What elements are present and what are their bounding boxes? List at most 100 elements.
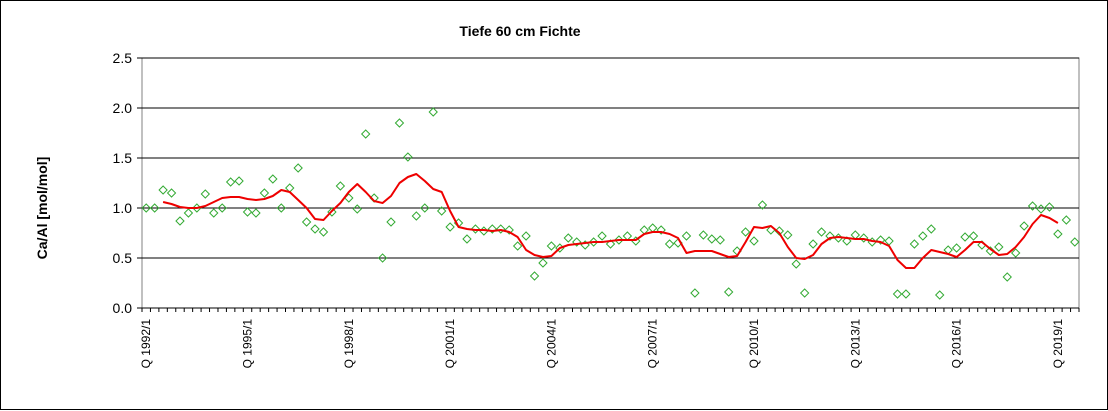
y-axis-label: Ca/Al [mol/mol] <box>34 157 50 260</box>
data-point-marker <box>141 203 151 213</box>
data-point-marker <box>1053 229 1063 239</box>
data-point-marker <box>293 163 303 173</box>
data-point-marker <box>411 211 422 221</box>
y-tick-label: 0.0 <box>113 300 133 316</box>
data-point-marker <box>1036 204 1046 214</box>
data-point-marker <box>521 231 531 241</box>
data-point-marker <box>816 227 827 237</box>
data-point-marker <box>656 225 666 235</box>
data-point-marker <box>690 288 700 298</box>
data-point-marker <box>749 236 759 246</box>
data-point-marker <box>234 176 244 186</box>
data-point-marker <box>209 208 219 218</box>
data-point-marker <box>723 287 734 297</box>
x-tick-label: Q 2001/1 <box>443 319 457 369</box>
data-point-marker <box>512 241 523 251</box>
data-point-marker <box>175 216 185 226</box>
data-point-marker <box>225 177 236 187</box>
x-tick-label: Q 1995/1 <box>241 319 255 369</box>
data-point-marker <box>563 233 573 243</box>
data-point-marker <box>445 222 455 232</box>
x-tick-label: Q 2019/1 <box>1051 319 1065 369</box>
data-point-marker <box>909 239 920 249</box>
data-point-marker <box>268 174 278 184</box>
data-point-marker <box>1070 237 1080 247</box>
y-tick-labels: 0.0 0.5 1.0 1.5 2.0 2.5 <box>113 50 133 316</box>
data-point-marker <box>960 232 970 242</box>
smoothed-series <box>162 173 1059 269</box>
data-point-marker <box>546 241 557 251</box>
data-point-marker <box>926 224 936 234</box>
data-point-marker <box>648 223 658 233</box>
data-point-marker <box>799 288 810 298</box>
data-point-marker <box>403 152 413 162</box>
data-point-marker <box>859 233 869 243</box>
y-tick-label: 1.0 <box>113 200 133 216</box>
data-point-marker <box>968 231 979 241</box>
data-point-marker <box>707 234 717 244</box>
data-point-marker <box>496 224 506 234</box>
data-point-marker <box>994 242 1004 252</box>
data-point-marker <box>149 203 160 213</box>
data-point-marker <box>783 230 793 240</box>
y-tick-label: 1.5 <box>113 150 133 166</box>
data-point-marker <box>259 188 270 198</box>
gridlines <box>137 57 1080 312</box>
data-point-marker <box>1027 201 1038 211</box>
data-point-marker <box>436 206 447 216</box>
data-point-marker <box>698 230 709 240</box>
data-point-marker <box>664 239 675 249</box>
data-point-marker <box>327 207 337 217</box>
data-point-marker <box>310 224 320 234</box>
x-tick-label: Q 2016/1 <box>950 319 964 369</box>
data-point-marker <box>757 200 768 210</box>
data-point-marker <box>318 227 329 237</box>
data-point-marker <box>1010 248 1021 258</box>
data-point-marker <box>588 237 599 247</box>
data-point-marker <box>420 203 430 213</box>
data-point-marker <box>901 289 911 299</box>
data-point-marker <box>622 231 633 241</box>
data-point-marker <box>470 224 481 234</box>
x-tick-labels: Q 1992/1 Q 1995/1 Q 1998/1 Q 2001/1 Q 2004/1… <box>139 319 1065 369</box>
data-point-marker <box>935 290 945 300</box>
data-point-marker <box>360 129 371 139</box>
smoothed-line <box>162 173 1059 269</box>
chart-title: Tiefe 60 cm Fichte <box>459 23 580 39</box>
data-point-marker <box>301 217 312 227</box>
x-tick-label: Q 2010/1 <box>747 319 761 369</box>
data-point-marker <box>875 235 886 245</box>
data-point-marker <box>251 208 261 218</box>
data-point-marker <box>504 225 514 235</box>
x-tick-label: Q 2013/1 <box>848 319 862 369</box>
data-point-marker <box>918 231 928 241</box>
y-tick-label: 2.5 <box>113 50 133 66</box>
data-point-marker <box>462 234 472 244</box>
data-point-marker <box>335 181 346 191</box>
data-point-marker <box>386 217 396 227</box>
plot-area-border <box>141 57 1080 309</box>
x-tick-label: Q 2007/1 <box>646 319 660 369</box>
x-tick-label: Q 2004/1 <box>544 319 558 369</box>
y-tick-label: 0.5 <box>113 250 133 266</box>
data-point-marker <box>217 203 227 213</box>
data-point-marker <box>352 204 362 214</box>
x-tick-label: Q 1998/1 <box>342 319 356 369</box>
data-point-marker <box>605 239 616 249</box>
data-point-marker <box>394 118 405 128</box>
data-point-marker <box>614 235 624 245</box>
x-tick-label: Q 1992/1 <box>139 319 153 369</box>
data-point-marker <box>1002 272 1012 282</box>
data-point-marker <box>892 289 903 299</box>
data-point-marker <box>1019 221 1029 231</box>
data-point-marker <box>276 203 286 213</box>
data-point-marker <box>808 239 818 249</box>
data-point-marker <box>158 185 168 195</box>
data-point-marker <box>428 107 438 117</box>
data-point-marker <box>1061 215 1072 225</box>
data-point-marker <box>487 224 498 234</box>
data-point-marker <box>740 227 751 237</box>
data-point-marker <box>183 208 194 218</box>
